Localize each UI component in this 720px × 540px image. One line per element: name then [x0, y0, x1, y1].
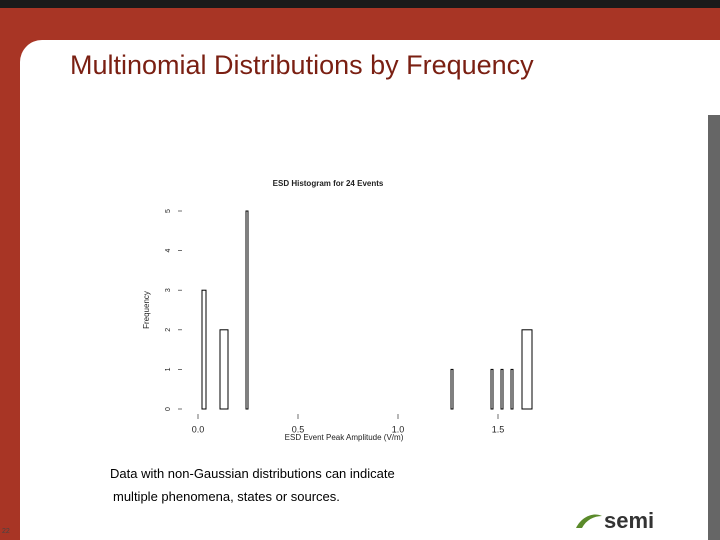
x-tick-label: 0.5 [292, 424, 305, 434]
slide-title: Multinomial Distributions by Frequency [70, 50, 534, 80]
y-tick-label: 3 [165, 288, 172, 292]
logo-swoosh [576, 514, 602, 528]
y-tick-label: 4 [165, 249, 172, 253]
slide-panel [20, 40, 720, 540]
caption-line: Data with non-Gaussian distributions can… [110, 466, 395, 481]
bar [510, 368, 514, 410]
logo: semi [576, 508, 654, 533]
page-number: 22 [2, 528, 10, 535]
bar [219, 329, 229, 410]
top-bar [0, 0, 720, 8]
y-tick-label: 1 [165, 367, 172, 371]
bar [201, 289, 207, 410]
x-tick-label: 1.5 [492, 424, 505, 434]
y-tick-label: 2 [165, 328, 172, 332]
chart-title: ESD Histogram for 24 Events [273, 179, 384, 188]
y-tick-label: 0 [165, 407, 172, 411]
bar [500, 368, 504, 410]
x-tick-label: 0.0 [192, 424, 205, 434]
logo-text: semi [604, 508, 654, 533]
x-tick-label: 1.0 [392, 424, 405, 434]
side-strip [708, 115, 720, 540]
bar [521, 329, 533, 410]
bar [245, 210, 249, 410]
bar [490, 368, 494, 410]
x-axis-label: ESD Event Peak Amplitude (V/m) [285, 433, 404, 442]
caption-line: multiple phenomena, states or sources. [113, 489, 340, 504]
bar [450, 368, 454, 410]
y-tick-label: 5 [165, 209, 172, 213]
y-axis-label: Frequency [142, 291, 151, 329]
